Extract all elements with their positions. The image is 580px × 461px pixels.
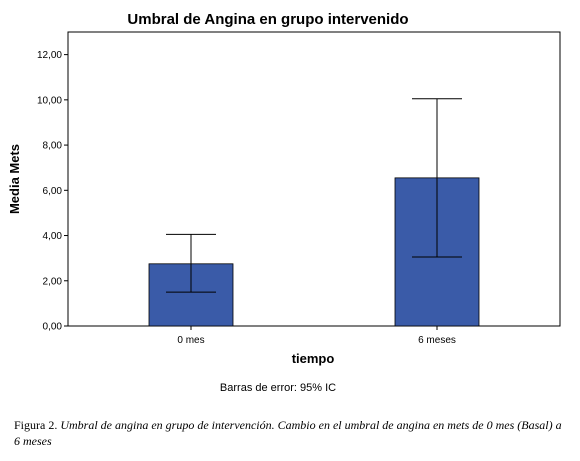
x-axis-label: tiempo bbox=[292, 351, 335, 366]
y-tick-label: 10,00 bbox=[37, 95, 62, 106]
chart-title: Umbral de Angina en grupo intervenido bbox=[127, 11, 408, 28]
chart: Umbral de Angina en grupo intervenido 0,… bbox=[7, 11, 561, 394]
caption-label: Figura 2. bbox=[14, 418, 58, 432]
y-tick-label: 2,00 bbox=[43, 276, 63, 287]
x-tick-label: 6 meses bbox=[418, 335, 456, 346]
figure-caption: Figura 2. Umbral de angina en grupo de i… bbox=[14, 417, 570, 449]
x-tick-label: 0 mes bbox=[177, 335, 204, 346]
y-axis-label: Media Mets bbox=[7, 144, 22, 214]
y-tick-label: 8,00 bbox=[43, 141, 63, 152]
y-tick-label: 0,00 bbox=[43, 322, 63, 333]
plot-area bbox=[67, 31, 561, 327]
bars bbox=[148, 177, 480, 327]
x-axis: 0 mes 6 meses bbox=[177, 326, 456, 346]
y-axis: 0,00 2,00 4,00 6,00 8,00 10,00 12,00 bbox=[37, 50, 68, 333]
caption-text: Umbral de angina en grupo de intervenció… bbox=[14, 418, 562, 448]
y-tick-label: 4,00 bbox=[43, 231, 63, 242]
y-tick-label: 12,00 bbox=[37, 50, 62, 61]
y-tick-label: 6,00 bbox=[43, 186, 63, 197]
error-bar-note: Barras de error: 95% IC bbox=[220, 382, 336, 394]
error-bars bbox=[166, 98, 462, 293]
